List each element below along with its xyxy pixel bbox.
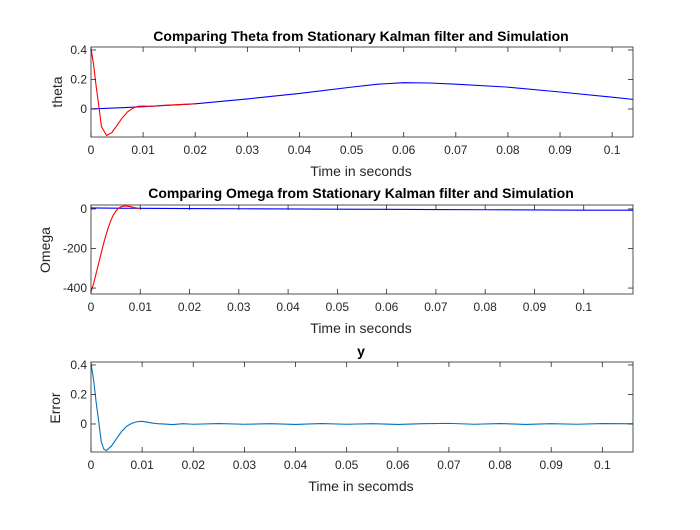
omega-subplot-title: Comparing Omega from Stationary Kalman f… (148, 185, 574, 201)
omega-x-tick-label: 0.1 (575, 300, 592, 314)
theta-x-tick-label: 0.08 (496, 143, 520, 157)
theta-subplot-xlabel: Time in seconds (310, 163, 411, 179)
error-x-tick-label: 0.1 (594, 458, 611, 472)
omega-axes-box (90, 204, 634, 295)
omega-series-line-1 (91, 205, 141, 293)
theta-x-tick-label: 0 (88, 143, 95, 157)
omega-subplot-xlabel: Time in seconds (310, 320, 411, 336)
error-x-tick-label: 0 (88, 458, 95, 472)
theta-x-tick-label: 0.02 (184, 143, 208, 157)
error-subplot-xlabel: Time in secomds (308, 478, 413, 494)
theta-plot-area (91, 47, 633, 137)
omega-y-tick-label: -400 (63, 281, 87, 295)
theta-subplot-title: Comparing Theta from Stationary Kalman f… (153, 28, 568, 44)
omega-y-tick-label: 0 (80, 202, 87, 216)
omega-x-tick-label: 0.09 (523, 300, 547, 314)
error-x-tick-label: 0.02 (182, 458, 206, 472)
omega-x-tick-label: 0 (88, 300, 95, 314)
error-plot-area (91, 362, 633, 452)
omega-series-line-0 (91, 207, 633, 211)
error-subplot: y Time in secomds Error 0 0.01 0.02 0.03 0.0… (47, 343, 634, 494)
error-x-tick-label: 0.05 (335, 458, 359, 472)
theta-axes-box (90, 46, 634, 138)
omega-subplot-ylabel: Omega (37, 227, 53, 273)
error-y-tick-label: 0.4 (70, 358, 87, 372)
theta-y-tick-label: 0.2 (70, 72, 87, 86)
theta-x-tick-label: 0.03 (236, 143, 260, 157)
theta-x-tick-label: 0.04 (288, 143, 312, 157)
error-x-tick-label: 0.03 (233, 458, 257, 472)
theta-x-tick-label: 0.1 (604, 143, 621, 157)
omega-plot-area (91, 205, 633, 294)
theta-series-line-1 (91, 48, 196, 137)
theta-x-tick-label: 0.06 (392, 143, 416, 157)
theta-x-tick-label: 0.01 (131, 143, 155, 157)
error-subplot-ylabel: Error (47, 392, 63, 423)
theta-subplot-ylabel: theta (49, 76, 65, 107)
error-x-tick-label: 0.08 (488, 458, 512, 472)
omega-x-tick-label: 0.03 (227, 300, 251, 314)
error-x-tick-label: 0.01 (130, 458, 154, 472)
theta-x-tick-label: 0.09 (548, 143, 572, 157)
theta-y-tick-label: 0 (80, 102, 87, 116)
omega-x-tick-label: 0.01 (129, 300, 153, 314)
theta-x-tick-label: 0.07 (444, 143, 468, 157)
theta-x-tick-label: 0.05 (340, 143, 364, 157)
error-series-line-0 (91, 363, 633, 452)
error-x-tick-label: 0.07 (437, 458, 461, 472)
error-subplot-title: y (357, 343, 365, 359)
error-axes-box (90, 361, 634, 453)
omega-x-tick-label: 0.06 (375, 300, 399, 314)
omega-subplot: Comparing Omega from Stationary Kalman f… (37, 185, 634, 336)
omega-x-tick-label: 0.05 (326, 300, 350, 314)
theta-y-tick-label: 0.4 (70, 43, 87, 57)
error-y-tick-label: 0 (80, 417, 87, 431)
error-x-tick-label: 0.04 (284, 458, 308, 472)
omega-x-tick-label: 0.04 (276, 300, 300, 314)
error-x-tick-label: 0.09 (540, 458, 564, 472)
omega-y-tick-label: -200 (63, 242, 87, 256)
theta-series-line-0 (91, 82, 633, 110)
omega-x-tick-label: 0.08 (474, 300, 498, 314)
error-x-tick-label: 0.06 (386, 458, 410, 472)
error-y-tick-label: 0.2 (70, 387, 87, 401)
omega-x-tick-label: 0.02 (178, 300, 202, 314)
omega-x-tick-label: 0.07 (424, 300, 448, 314)
theta-subplot: Comparing Theta from Stationary Kalman f… (49, 28, 634, 179)
